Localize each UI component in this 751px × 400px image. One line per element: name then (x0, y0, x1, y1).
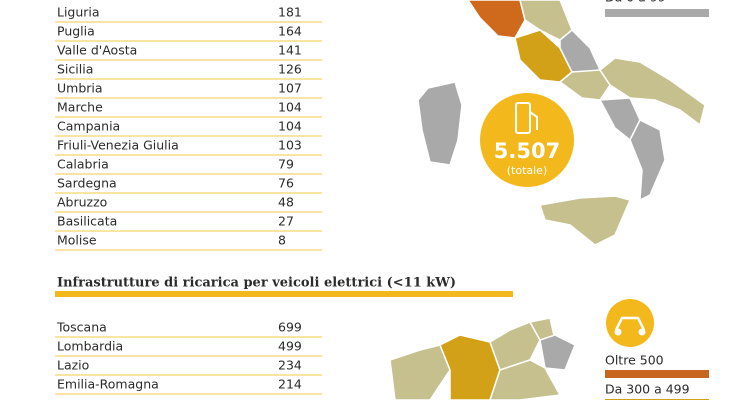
region-name: Sardegna (57, 176, 117, 191)
region-count: 79 (278, 157, 294, 172)
region-count: 8 (278, 233, 286, 248)
badge-label: (totale) (507, 164, 548, 177)
region-name: Liguria (57, 5, 100, 20)
region-count: 107 (278, 81, 302, 96)
region-name: Emilia-Romagna (57, 377, 159, 392)
region-count: 499 (278, 339, 302, 354)
region-count: 699 (278, 320, 302, 335)
region-count: 76 (278, 176, 294, 191)
region-name: Lazio (57, 358, 89, 373)
section-rule (55, 291, 513, 297)
map-bottom (389, 317, 576, 400)
legend-bar (605, 370, 709, 378)
badge-icon (480, 93, 574, 187)
region-name: Sicilia (57, 62, 93, 77)
region-name: Umbria (57, 81, 103, 96)
region-count: 141 (278, 43, 302, 58)
region-count: 48 (278, 195, 294, 210)
legend-label: Da 0 a 99 (605, 0, 666, 5)
region-name: Abruzzo (57, 195, 107, 210)
region-name: Puglia (57, 24, 95, 39)
scooter-icon (606, 299, 654, 347)
region-count: 126 (278, 62, 302, 77)
region-name: Friuli-Venezia Giulia (57, 138, 179, 153)
region-count: 103 (278, 138, 302, 153)
region-count: 104 (278, 100, 302, 115)
legend-bar (605, 9, 709, 17)
legend-label: Da 300 a 499 (605, 382, 690, 397)
region-name: Toscana (56, 320, 107, 335)
region-name: Calabria (57, 157, 109, 172)
region-name: Molise (57, 233, 97, 248)
region-count: 164 (278, 24, 302, 39)
region-count: 104 (278, 119, 302, 134)
region-count: 27 (278, 214, 294, 229)
region-name: Marche (57, 100, 103, 115)
badge-value: 5.507 (494, 139, 560, 163)
region-name: Lombardia (57, 339, 123, 354)
legend-label: Oltre 500 (605, 353, 664, 368)
section-title: Infrastrutture di ricarica per veicoli e… (57, 276, 456, 291)
region-name: Campania (57, 119, 120, 134)
region-count: 214 (278, 377, 302, 392)
region-count: 181 (278, 5, 302, 20)
region-count: 234 (278, 358, 302, 373)
region-name: Basilicata (57, 214, 117, 229)
map-top (417, 0, 706, 246)
region-name: Valle d'Aosta (57, 43, 137, 58)
